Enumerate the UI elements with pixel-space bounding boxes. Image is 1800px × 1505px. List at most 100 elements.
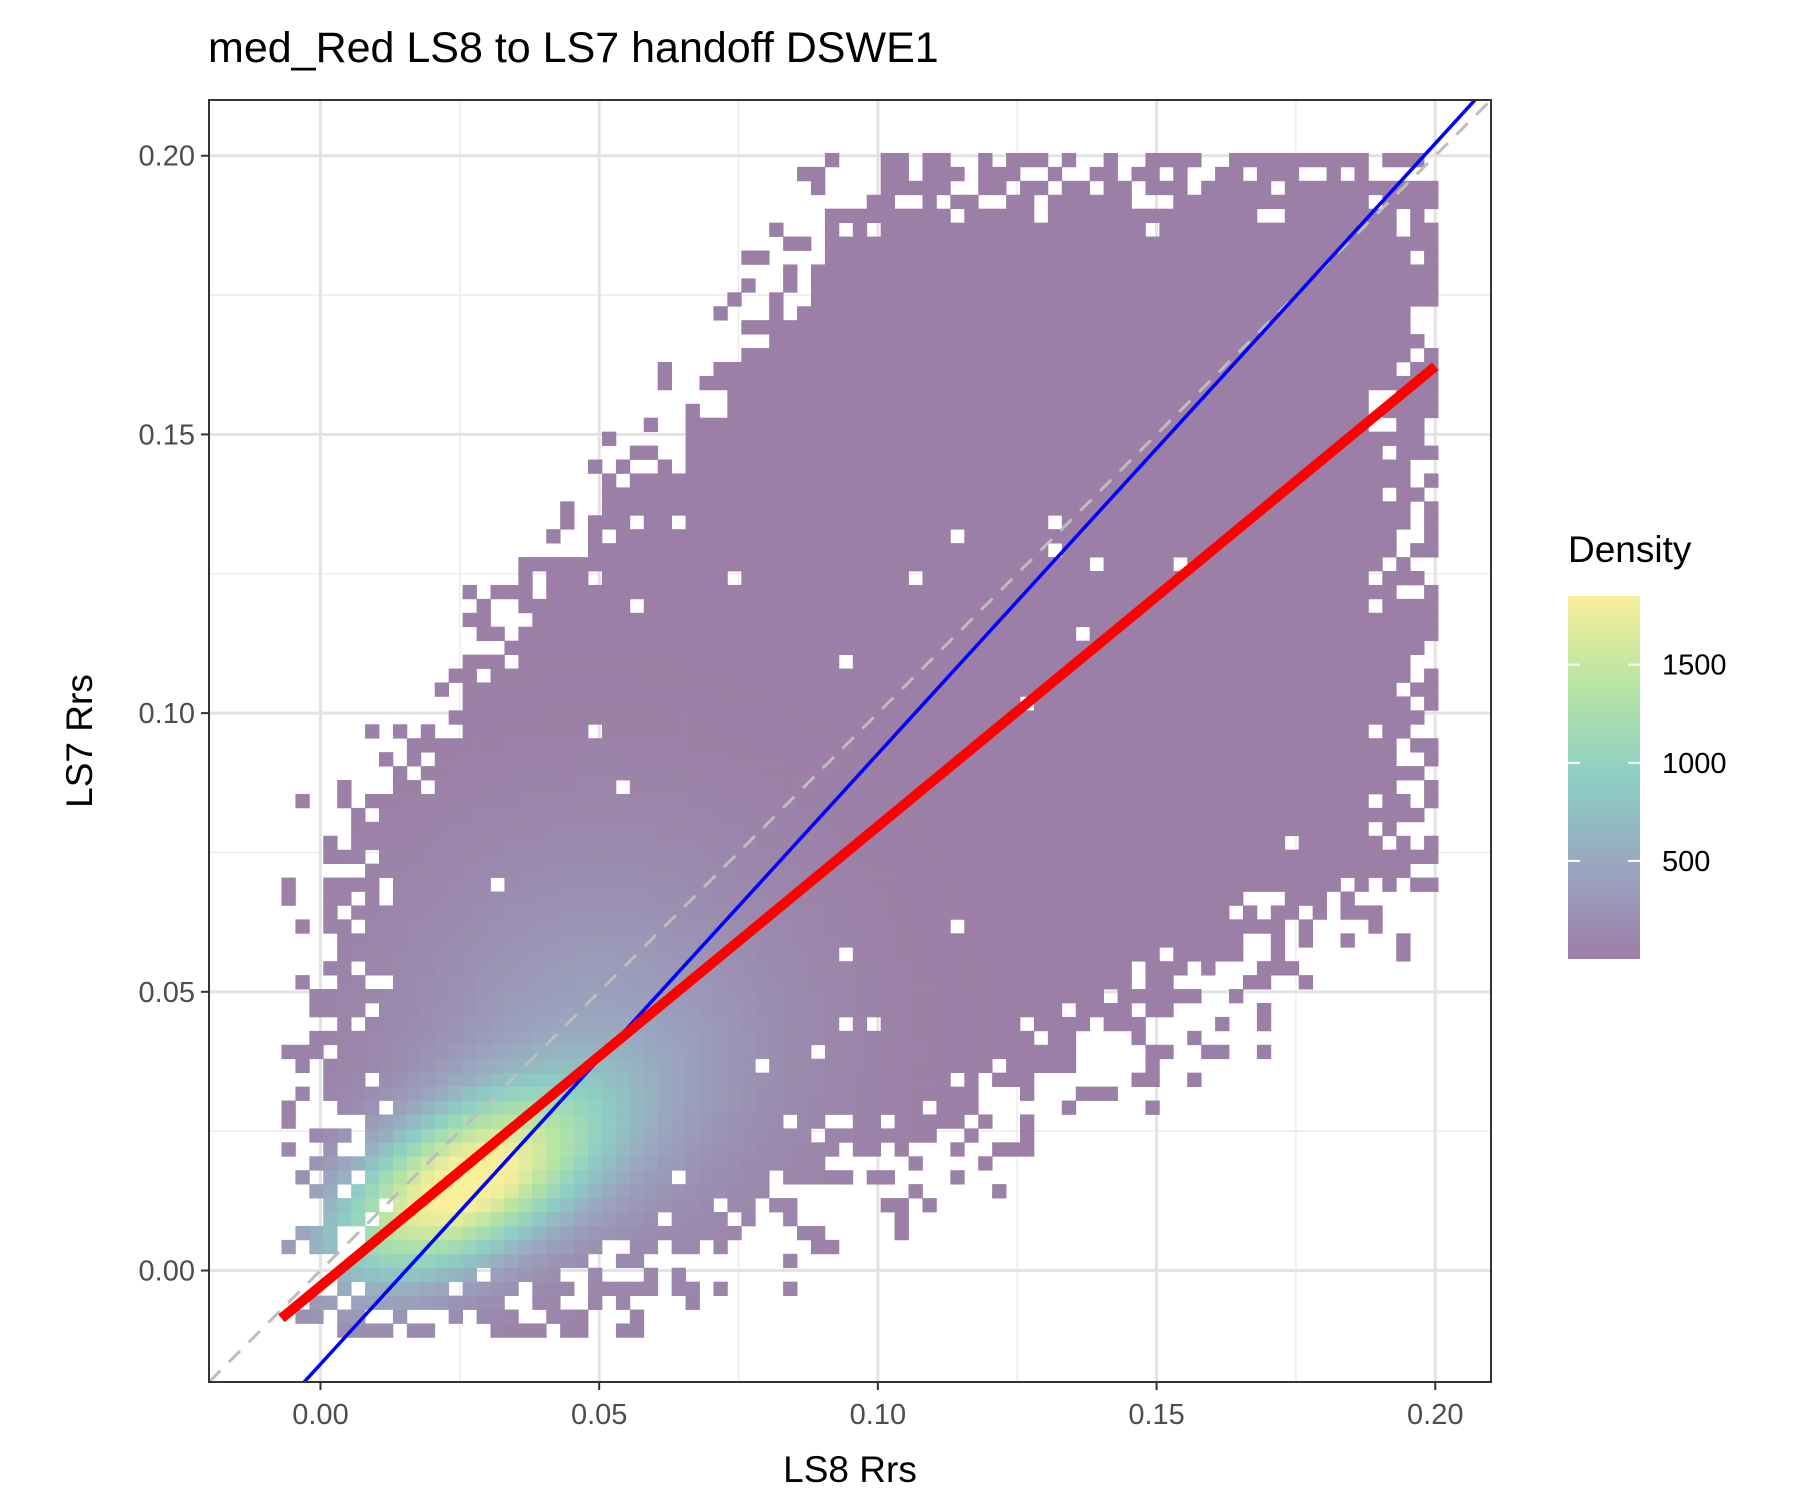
density-cell [1117, 989, 1132, 1004]
density-cell [852, 1142, 868, 1157]
density-cell [518, 807, 533, 823]
density-cell [1033, 1002, 1049, 1018]
density-cell [1159, 264, 1174, 279]
density-cell [922, 919, 937, 934]
density-cell [908, 919, 923, 934]
density-cell [643, 557, 659, 572]
density-cell [1340, 766, 1355, 781]
density-cell [546, 849, 561, 865]
density-cell [769, 793, 784, 809]
density-cell [992, 375, 1007, 391]
density-cell [476, 780, 491, 795]
density-cell [852, 1114, 868, 1129]
density-cell [1410, 194, 1425, 210]
density-cell [1284, 780, 1300, 795]
density-cell [978, 222, 993, 237]
density-cell [894, 543, 909, 558]
density-cell [615, 1323, 631, 1338]
density-cell [1075, 571, 1091, 586]
density-cell [824, 571, 840, 586]
density-cell [894, 403, 909, 419]
density-cell [434, 1239, 450, 1255]
density-cell [1061, 557, 1077, 572]
density-cell [532, 905, 547, 920]
density-cell [908, 375, 923, 391]
density-cell [1340, 933, 1355, 948]
density-cell [769, 1198, 784, 1213]
density-cell [1270, 417, 1286, 433]
density-cell [1410, 236, 1425, 251]
density-cell [1033, 571, 1049, 586]
density-cell [1298, 194, 1314, 210]
density-cell [755, 1114, 770, 1129]
density-cell [1284, 807, 1300, 823]
density-cell [1187, 194, 1202, 210]
density-cell [1020, 1142, 1035, 1157]
density-cell [866, 208, 882, 224]
density-cell [1229, 807, 1244, 823]
density-cell [1117, 584, 1132, 600]
density-cell [1201, 947, 1216, 962]
density-cell [1256, 640, 1272, 655]
density-cell [1340, 640, 1355, 655]
density-cell [950, 877, 965, 892]
density-cell [1047, 933, 1063, 948]
density-cell [978, 389, 993, 405]
density-cell [880, 891, 895, 906]
density-cell [574, 640, 589, 655]
density-cell [671, 654, 686, 669]
density-cell [783, 1156, 798, 1171]
density-cell [420, 1225, 436, 1241]
density-cell [950, 417, 965, 433]
density-cell [936, 863, 951, 878]
density-cell [880, 194, 895, 210]
density-cell [588, 1170, 603, 1185]
density-cell [741, 1156, 756, 1171]
density-cell [1242, 473, 1258, 488]
density-cell [1103, 821, 1118, 837]
density-cell [1145, 557, 1160, 572]
density-cell [1145, 543, 1160, 558]
density-cell [1020, 1072, 1035, 1087]
density-cell [1270, 626, 1286, 642]
density-cell [810, 584, 826, 600]
density-cell [866, 654, 882, 669]
density-cell [1020, 933, 1035, 948]
density-cell [601, 807, 617, 823]
density-cell [1131, 278, 1146, 293]
density-cell [699, 459, 714, 474]
density-cell [852, 278, 868, 293]
density-cell [1103, 431, 1118, 446]
y-axis-title: LS7 Rrs [59, 674, 100, 808]
density-cell [769, 919, 784, 934]
density-cell [908, 445, 923, 460]
density-cell [1326, 515, 1341, 530]
density-cell [1187, 724, 1202, 739]
density-cell [1424, 612, 1439, 628]
density-cell [323, 835, 338, 851]
density-cell [1075, 821, 1091, 837]
density-cell [950, 348, 965, 363]
density-cell [1229, 375, 1244, 391]
density-cell [1354, 640, 1369, 655]
density-cell [1020, 863, 1035, 878]
density-cell [1047, 389, 1063, 405]
density-cell [1298, 640, 1314, 655]
density-cell [936, 403, 951, 419]
density-cell [1368, 180, 1383, 196]
density-cell [1173, 445, 1188, 460]
density-cell [964, 403, 979, 419]
density-cell [560, 1239, 575, 1255]
density-cell [560, 821, 575, 837]
density-cell [1242, 543, 1258, 558]
density-cell [1312, 598, 1327, 614]
density-cell [1270, 877, 1286, 892]
density-cell [894, 557, 909, 572]
density-cell [643, 1267, 659, 1283]
density-cell [1298, 738, 1314, 753]
density-cell [518, 640, 533, 655]
density-cell [1103, 375, 1118, 391]
density-cell [629, 752, 645, 767]
density-cell [1326, 473, 1341, 488]
density-cell [1159, 487, 1174, 502]
